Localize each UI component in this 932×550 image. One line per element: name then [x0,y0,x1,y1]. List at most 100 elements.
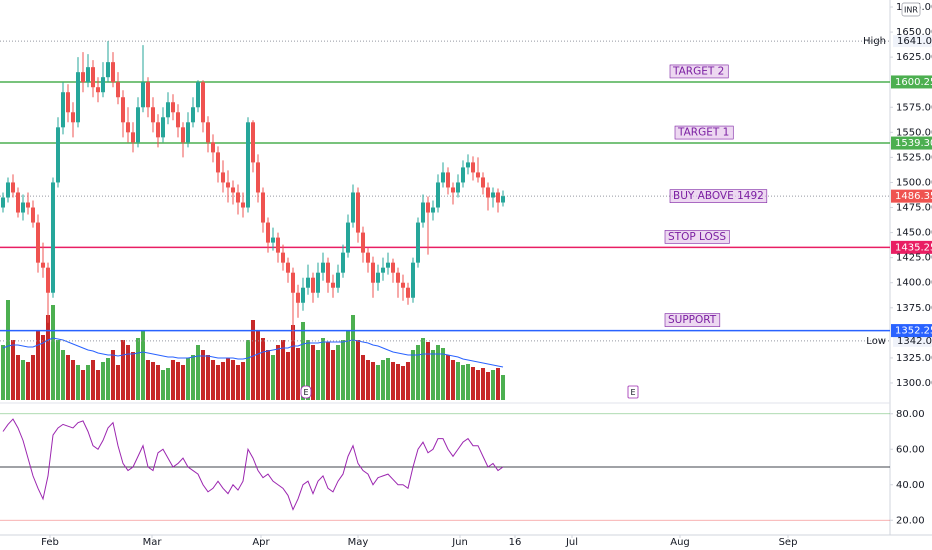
volume-bar [76,365,80,400]
candle-body [281,252,285,263]
high-tag-bg [893,35,932,48]
volume-bar [481,368,485,400]
x-tick-label: Mar [143,537,163,548]
volume-bar [96,370,100,400]
level-tag-bg [891,240,932,254]
volume-bar [486,372,490,400]
volume-bar [86,365,90,400]
annotation-box [664,313,721,327]
volume-bar [61,350,65,400]
candle-body [131,132,135,143]
x-tick-label: May [348,537,369,548]
x-tick-label: Apr [252,537,270,548]
candle-body [6,182,10,198]
volume-bar [271,355,275,400]
level-tag-bg [891,324,932,338]
volume-bar [396,364,400,400]
candle-body [106,62,110,78]
volume-bar [176,362,180,400]
last-price-tag-bg [891,189,932,203]
candle-body [186,122,190,143]
y-tick-label: 1325.00 [896,353,932,364]
volume-bar [51,305,55,400]
currency-label: INR [904,6,918,15]
candle-body [51,182,55,293]
candle-body [21,202,25,213]
volume-bar [471,367,475,400]
candle-body [101,77,105,93]
candle-body [421,202,425,223]
x-tick-label: Feb [41,537,59,548]
y-tick-label: 80.00 [896,409,925,420]
volume-bar [501,375,505,400]
volume-bar [306,340,310,400]
candle-body [96,87,100,93]
volume-bar [191,355,195,400]
volume-bar [261,338,265,400]
candle-body [251,122,255,163]
rsi-line [2,418,504,511]
volume-bar [71,360,75,400]
candle-body [401,282,405,288]
volume-bar [316,350,320,400]
level-tag: 1435.25 [895,242,932,253]
candle-body [151,107,155,123]
volume-bar [241,362,245,400]
candle-body [36,222,40,263]
candle-body [316,272,320,293]
candle-body [471,162,475,173]
volume-bar [206,355,210,400]
candle-body [171,102,175,113]
volume-bar [126,345,130,400]
volume-bar [406,362,410,400]
x-tick-label: Aug [670,537,690,548]
currency-badge [901,2,921,17]
level-tag: 1539.30 [895,138,932,149]
candle-body [371,262,375,283]
volume-bar [231,360,235,400]
candle-body [271,237,275,243]
volume-bar [266,350,270,400]
candle-body [66,92,70,113]
candle-body [446,172,450,188]
y-tick-label: 1300.00 [896,378,932,389]
candle-body [116,82,120,98]
candle-body [301,287,305,303]
candle-body [386,262,390,268]
volume-bar [16,355,20,400]
volume-bar [376,365,380,400]
volume-bar [166,368,170,400]
candle-body [466,162,470,168]
volume-bar [6,300,10,400]
candle-body [456,182,460,193]
volume-bar [196,345,200,400]
candle-body [306,277,310,288]
candle-body [226,182,230,188]
y-tick-label: 1525.00 [896,152,932,163]
candle-body [91,67,95,88]
candle-body [231,187,235,193]
volume-bar [236,365,240,400]
annotation: BUY ABOVE 1492 [673,190,764,202]
y-tick-label: 1425.00 [896,253,932,264]
volume-bar [476,370,480,400]
candle-body [426,202,430,213]
candle-body [436,182,440,208]
volume-bar [331,350,335,400]
candle-body [491,192,495,198]
y-tick-label: 1650.00 [896,27,932,38]
candle-body [196,82,200,108]
event-label: E [303,388,308,397]
volume-bar [281,340,285,400]
y-tick-label: 1625.00 [896,52,932,63]
candle-body [166,102,170,118]
candle-body [366,252,370,263]
volume-bar [416,345,420,400]
volume-bar [146,360,150,400]
volume-bar [171,360,175,400]
volume-bar [381,360,385,400]
y-tick-label: 1500.00 [896,177,932,188]
volume-bar [161,370,165,400]
